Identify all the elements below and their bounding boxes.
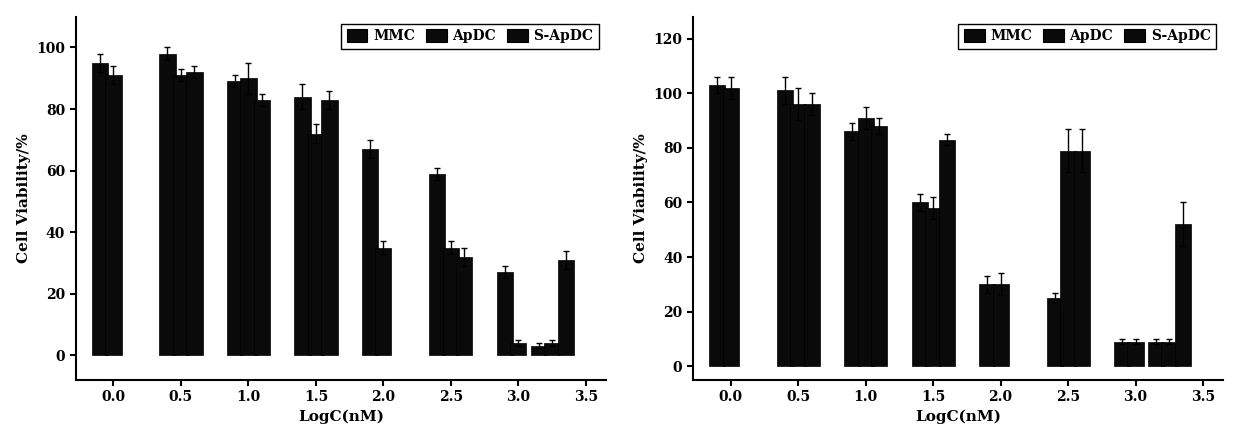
Bar bbox=[362, 149, 378, 355]
Bar bbox=[911, 202, 928, 366]
Y-axis label: Cell Viability/%: Cell Viability/% bbox=[16, 134, 31, 263]
Bar bbox=[321, 100, 337, 355]
Bar bbox=[980, 284, 996, 366]
Bar bbox=[925, 208, 941, 366]
Bar bbox=[186, 72, 202, 355]
Bar bbox=[241, 78, 257, 355]
Bar bbox=[858, 118, 874, 366]
Bar bbox=[308, 134, 324, 355]
Bar bbox=[723, 88, 739, 366]
Bar bbox=[227, 81, 243, 355]
Bar bbox=[1161, 342, 1178, 366]
Bar bbox=[1174, 224, 1190, 366]
X-axis label: LogC(nM): LogC(nM) bbox=[915, 410, 1001, 424]
Bar bbox=[294, 97, 310, 355]
Bar bbox=[1114, 342, 1130, 366]
Bar bbox=[497, 272, 513, 355]
Bar bbox=[844, 131, 861, 366]
Bar bbox=[558, 260, 574, 355]
Bar bbox=[1047, 298, 1063, 366]
Y-axis label: Cell Viability/%: Cell Viability/% bbox=[634, 134, 647, 263]
Bar bbox=[172, 75, 188, 355]
Legend: MMC, ApDC, S-ApDC: MMC, ApDC, S-ApDC bbox=[959, 24, 1216, 49]
Bar bbox=[1060, 150, 1076, 366]
Bar bbox=[511, 343, 527, 355]
Bar bbox=[531, 346, 547, 355]
Legend: MMC, ApDC, S-ApDC: MMC, ApDC, S-ApDC bbox=[341, 24, 599, 49]
Bar bbox=[804, 104, 820, 366]
Bar bbox=[429, 174, 445, 355]
Bar bbox=[544, 343, 560, 355]
Bar bbox=[790, 104, 806, 366]
Bar bbox=[443, 247, 459, 355]
Bar bbox=[456, 257, 472, 355]
Bar bbox=[1127, 342, 1143, 366]
Bar bbox=[939, 140, 955, 366]
Bar bbox=[992, 284, 1008, 366]
Bar bbox=[1148, 342, 1164, 366]
Bar bbox=[776, 90, 792, 366]
Bar bbox=[870, 126, 888, 366]
Bar bbox=[376, 247, 392, 355]
Bar bbox=[1074, 150, 1090, 366]
Bar bbox=[709, 85, 725, 366]
Bar bbox=[159, 54, 176, 355]
Bar bbox=[254, 100, 270, 355]
X-axis label: LogC(nM): LogC(nM) bbox=[298, 410, 384, 424]
Bar bbox=[105, 75, 122, 355]
Bar bbox=[92, 63, 108, 355]
